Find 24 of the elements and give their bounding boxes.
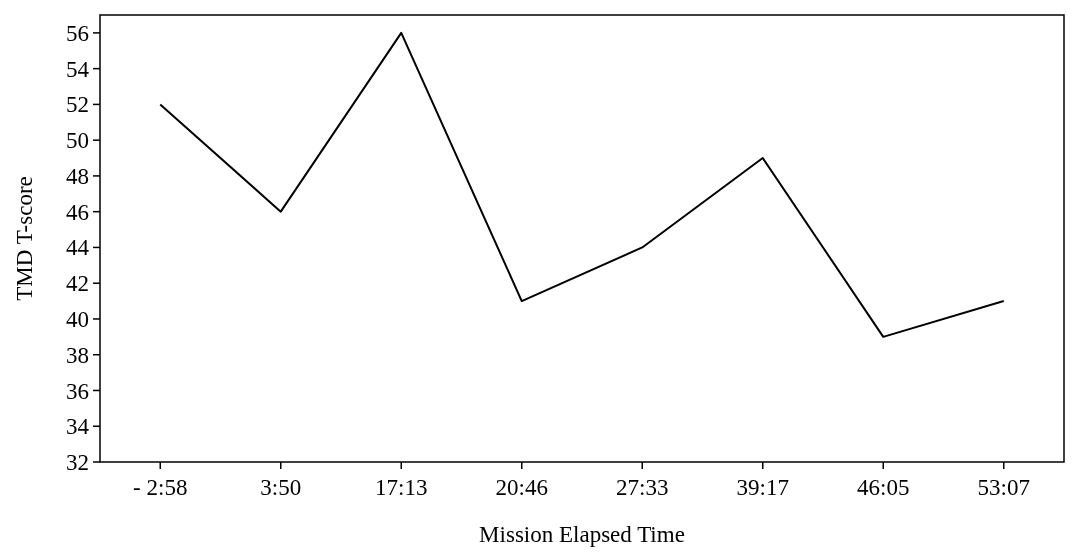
y-axis-title: TMD T-score [12,176,37,301]
y-tick-label: 40 [66,307,89,333]
y-tick-label: 44 [66,235,90,261]
x-tick-label: 17:13 [375,475,428,500]
y-tick-label: 54 [66,56,90,82]
x-tick-label: - 2:58 [133,475,188,500]
y-tick-label: 52 [66,92,89,118]
y-tick-label: 34 [66,414,90,440]
y-tick-label: 50 [66,128,89,154]
y-tick-label: 38 [66,342,89,368]
x-tick-label: 53:07 [977,475,1030,500]
y-tick-label: 42 [66,271,89,297]
x-tick-label: 20:46 [495,475,548,500]
x-tick-label: 3:50 [260,475,302,500]
y-tick-label: 32 [66,450,89,476]
line-series [159,31,1005,338]
y-tick-label: 56 [66,20,89,46]
y-tick-label: 46 [66,199,89,225]
x-axis-title: Mission Elapsed Time [479,522,685,547]
y-tick-label: 48 [66,163,89,189]
x-tick-label: 27:33 [616,475,669,500]
x-tick-label: 39:17 [736,475,789,500]
x-tick-label: 46:05 [857,475,910,500]
y-tick-label: 36 [66,378,89,404]
